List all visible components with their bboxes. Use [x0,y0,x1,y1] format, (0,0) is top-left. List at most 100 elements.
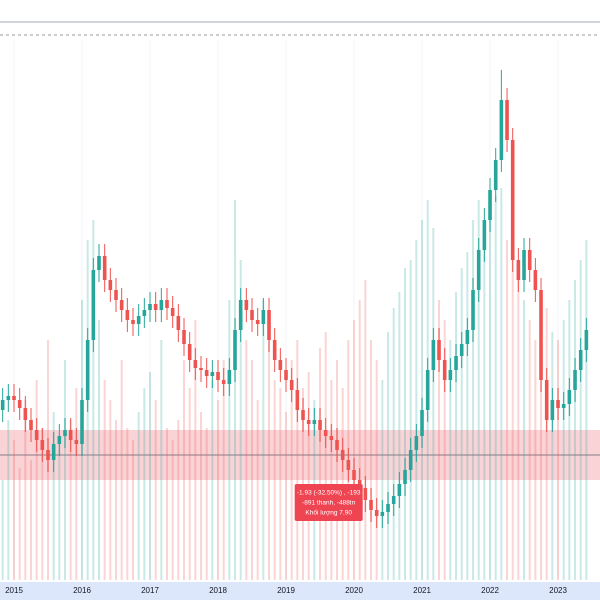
candle-body [471,290,475,330]
candle-body [346,460,351,470]
time-axis [0,582,600,600]
volume-bar [562,320,565,580]
x-tick-label: 2020 [345,586,363,595]
candle-body [505,100,509,140]
volume-bar [30,460,33,580]
volume-bar [285,412,288,580]
volume-bar [381,380,384,580]
tooltip-text: Khối lượng 7.90 [305,508,352,517]
candle-body [227,370,232,384]
volume-bar [18,468,21,580]
volume-bar [534,340,537,580]
volume-bar [353,320,356,580]
volume-bar [200,412,203,580]
tooltip-box [294,484,363,521]
candle-body [556,400,560,408]
candle-body [102,256,107,280]
volume-bar [319,348,322,580]
volume-bar [1,480,4,580]
volume-bar [7,420,10,580]
volume-bar [149,372,152,580]
volume-bar [52,412,55,580]
volume-bar [103,380,106,580]
volume-bar [64,360,67,580]
volume-bar [115,420,118,580]
volume-bar [387,332,390,580]
volume-bar [398,292,401,580]
volume-bar [545,308,548,580]
candle-body [12,396,16,400]
candle-body [159,300,164,310]
volume-bar [375,360,378,580]
volume-bar [183,360,186,580]
candle-body [51,444,56,460]
candle-body [374,510,379,516]
candle-body [539,290,543,380]
volume-bar [24,400,27,580]
volume-bar [154,400,157,580]
candle-body [108,280,113,290]
candle-body [199,368,203,370]
candle-body [420,410,424,436]
volume-bar [256,400,259,580]
candle-body [510,140,515,260]
volume-bar [336,360,339,580]
volume-bar [69,420,72,580]
candle-body [448,370,453,380]
candle-body [255,320,260,324]
volume-bar [307,372,310,580]
candle-body [414,436,419,450]
candle-body [153,304,158,310]
volume-bar [245,340,248,580]
volume-bar [296,340,299,580]
candle-body [97,256,101,270]
volume-bar [443,320,446,580]
volume-bar [409,260,412,580]
volume-bar [171,440,174,580]
candle-body [454,356,458,370]
candle-body [459,344,464,356]
candle-body [74,440,79,444]
candle-body [329,436,334,440]
volume-bar [273,380,276,580]
volume-bar [449,340,452,580]
candle-body [312,420,317,424]
volume-bar [120,360,123,580]
volume-bar [41,428,44,580]
volume-bar [392,308,395,580]
volume-bar [205,428,208,580]
volume-bar [494,196,497,580]
candle-body [272,340,277,360]
tooltip-text: -891 thanh, -488tn [302,500,356,507]
volume-bar [489,212,492,580]
volume-bar [415,240,418,580]
volume-bar [262,300,265,580]
volume-bar [290,360,293,580]
candle-body [488,190,492,220]
candle-body [493,160,498,190]
volume-bar [160,340,163,580]
candle-body [573,370,577,390]
volume-bar [228,300,231,580]
volume-bar [585,240,588,580]
volume-bar [528,320,531,580]
volume-bar [211,380,214,580]
candle-body [527,250,532,270]
volume-bar [109,400,112,580]
candle-body [85,340,90,400]
volume-bar [500,188,503,580]
candle-body [578,350,583,370]
candle-body [516,260,521,280]
volume-bar [177,420,180,580]
candle-body [465,330,470,344]
volume-bar [370,340,373,580]
candle-body [340,450,345,460]
candle-body [6,396,11,400]
volume-bar [568,300,571,580]
candle-body [295,390,300,410]
candle-body [142,310,147,316]
volume-bar [438,300,441,580]
volume-bar [75,388,78,580]
